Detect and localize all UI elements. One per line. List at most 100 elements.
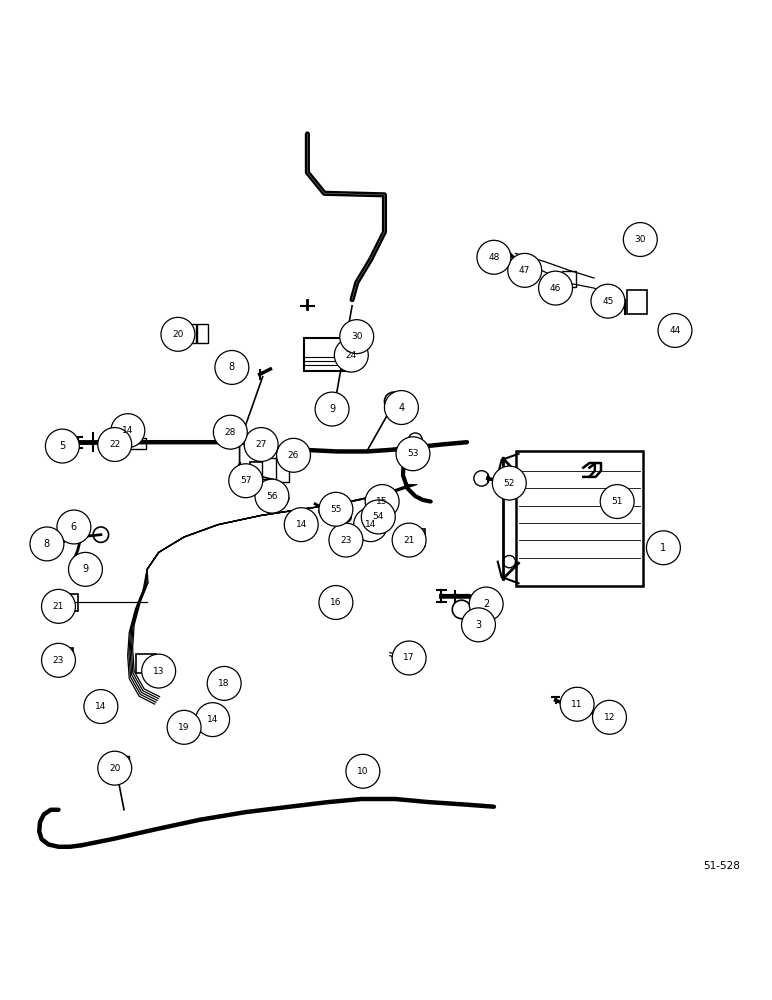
Circle shape	[329, 523, 363, 557]
Circle shape	[98, 428, 132, 461]
FancyBboxPatch shape	[516, 451, 642, 586]
Circle shape	[161, 317, 195, 351]
Circle shape	[623, 223, 657, 256]
Circle shape	[330, 508, 341, 519]
Circle shape	[213, 415, 247, 449]
Text: 55: 55	[330, 505, 342, 514]
Text: 14: 14	[122, 426, 134, 435]
Text: 6: 6	[71, 522, 77, 532]
Text: 20: 20	[172, 330, 184, 339]
Circle shape	[195, 703, 229, 737]
Circle shape	[503, 555, 516, 568]
Text: 12: 12	[604, 713, 615, 722]
Circle shape	[539, 271, 573, 305]
Circle shape	[392, 523, 426, 557]
Circle shape	[229, 464, 262, 498]
FancyBboxPatch shape	[107, 756, 130, 767]
Text: 46: 46	[550, 284, 561, 293]
Text: 30: 30	[635, 235, 646, 244]
Circle shape	[276, 438, 310, 472]
Text: 19: 19	[178, 723, 190, 732]
FancyBboxPatch shape	[303, 338, 349, 371]
Text: 21: 21	[404, 536, 415, 545]
Circle shape	[315, 392, 349, 426]
Circle shape	[392, 641, 426, 675]
Circle shape	[319, 504, 333, 518]
FancyBboxPatch shape	[627, 290, 647, 314]
Circle shape	[319, 492, 353, 526]
Text: 21: 21	[52, 602, 64, 611]
Text: 11: 11	[571, 700, 583, 709]
Circle shape	[326, 399, 343, 416]
Circle shape	[646, 531, 680, 565]
Text: 51: 51	[611, 497, 623, 506]
Circle shape	[503, 471, 516, 483]
Circle shape	[658, 314, 692, 347]
FancyBboxPatch shape	[342, 529, 361, 546]
Text: 30: 30	[351, 332, 363, 341]
Circle shape	[319, 586, 353, 619]
Text: 20: 20	[109, 764, 120, 773]
Circle shape	[57, 510, 91, 544]
Text: 14: 14	[95, 702, 107, 711]
Circle shape	[142, 654, 175, 688]
Text: 57: 57	[240, 476, 252, 485]
Circle shape	[284, 508, 318, 542]
Text: 3: 3	[476, 620, 482, 630]
Text: 51-528: 51-528	[703, 861, 740, 871]
Circle shape	[334, 338, 368, 372]
Text: 1: 1	[660, 543, 666, 553]
Text: 14: 14	[207, 715, 218, 724]
Circle shape	[168, 710, 201, 744]
Circle shape	[600, 485, 634, 518]
Text: 28: 28	[225, 428, 236, 437]
Text: 17: 17	[403, 653, 415, 662]
Circle shape	[452, 600, 471, 619]
Text: 54: 54	[373, 512, 384, 521]
Circle shape	[42, 643, 76, 677]
Text: 26: 26	[288, 451, 300, 460]
FancyBboxPatch shape	[119, 438, 147, 449]
Text: 48: 48	[488, 253, 499, 262]
FancyBboxPatch shape	[276, 458, 289, 482]
FancyBboxPatch shape	[137, 654, 157, 673]
Text: 22: 22	[109, 440, 120, 449]
Circle shape	[111, 414, 145, 448]
FancyBboxPatch shape	[197, 324, 208, 343]
Text: 14: 14	[296, 520, 307, 529]
Circle shape	[591, 284, 625, 318]
Circle shape	[207, 666, 241, 700]
FancyBboxPatch shape	[185, 324, 195, 343]
Circle shape	[84, 690, 118, 723]
Circle shape	[30, 527, 64, 561]
FancyBboxPatch shape	[262, 458, 277, 479]
Circle shape	[384, 392, 403, 411]
Circle shape	[469, 587, 503, 621]
Text: 52: 52	[503, 479, 515, 488]
Text: 13: 13	[153, 667, 164, 676]
Circle shape	[462, 608, 496, 642]
Circle shape	[474, 471, 489, 486]
Text: 53: 53	[407, 449, 418, 458]
Circle shape	[493, 466, 527, 500]
FancyBboxPatch shape	[406, 529, 425, 546]
Circle shape	[396, 437, 430, 471]
Text: 56: 56	[266, 492, 278, 501]
Text: 8: 8	[44, 539, 50, 549]
Text: 16: 16	[330, 598, 342, 607]
Circle shape	[513, 256, 525, 269]
FancyBboxPatch shape	[55, 648, 73, 665]
Text: 15: 15	[377, 497, 388, 506]
Circle shape	[250, 477, 262, 489]
FancyBboxPatch shape	[563, 271, 576, 287]
Circle shape	[46, 429, 80, 463]
Text: 47: 47	[519, 266, 530, 275]
Text: 23: 23	[52, 656, 64, 665]
Text: 23: 23	[340, 536, 351, 545]
Circle shape	[93, 527, 109, 542]
Circle shape	[346, 754, 380, 788]
Circle shape	[361, 500, 395, 534]
Circle shape	[508, 253, 542, 287]
FancyBboxPatch shape	[250, 462, 267, 487]
Circle shape	[276, 492, 289, 505]
